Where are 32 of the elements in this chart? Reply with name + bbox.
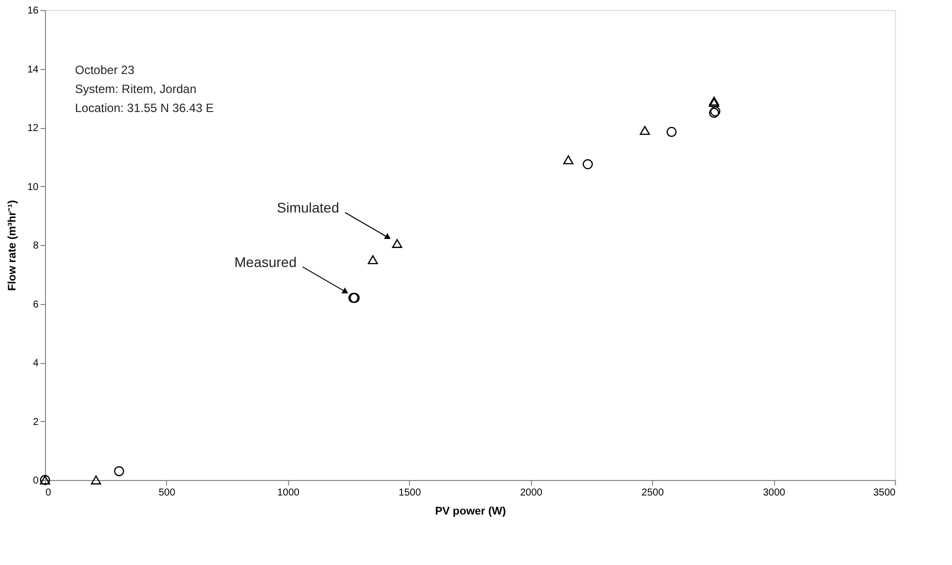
x-axis-title: PV power (W) (435, 506, 506, 518)
x-tick-label: 1000 (277, 488, 300, 498)
y-tick-label: 2 (32, 416, 39, 428)
y-tick-label: 4 (32, 358, 39, 369)
point (666, 126, 677, 137)
x-tick-label: 3500 (873, 488, 896, 498)
x-tick-label: 2000 (520, 488, 543, 498)
point (582, 159, 593, 170)
x-tick-label: 1500 (398, 488, 422, 498)
x-tick-label: 2500 (642, 488, 664, 498)
x-tick-label: 0 (46, 488, 52, 498)
y-tick-label: 8 (32, 240, 39, 252)
y-tick-label: 10 (27, 182, 39, 193)
x-tick-label: 3000 (762, 488, 786, 498)
point (368, 255, 378, 264)
y-tick-label: 14 (27, 64, 39, 76)
point (90, 476, 102, 484)
y-tick-label: 0 (32, 476, 39, 486)
text: Simulated (276, 200, 340, 216)
point (392, 239, 402, 248)
point (640, 126, 650, 135)
annotation: System: Ritem, Jordan (75, 82, 196, 96)
point (563, 155, 574, 164)
y-tick-label: 6 (32, 299, 39, 310)
y-axis-title: Flow rate (m³hr⁻¹) (6, 200, 18, 291)
point (114, 466, 124, 476)
annotation: October 23 (75, 63, 135, 77)
y-tick-label: 16 (27, 6, 39, 16)
x-tick-label: 500 (158, 488, 176, 498)
text: Measured (234, 254, 297, 270)
y-tick-label: 12 (27, 123, 39, 134)
annotation: Location: 31.55 N 36.43 E (75, 101, 214, 115)
